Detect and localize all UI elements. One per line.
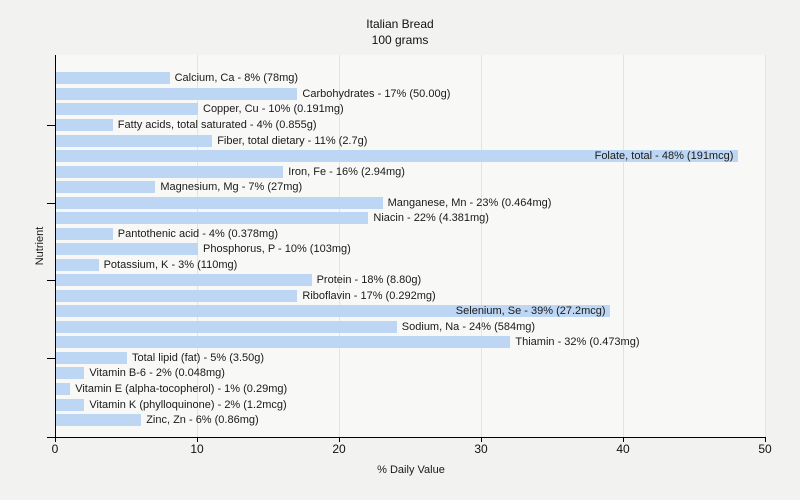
- y-tick: [47, 125, 55, 126]
- bar-label: Pantothenic acid - 4% (0.378mg): [117, 227, 278, 240]
- bar-row: Riboflavin - 17% (0.292mg): [56, 289, 766, 302]
- x-tick-50: [765, 438, 766, 442]
- bar-label: Phosphorus, P - 10% (103mg): [203, 243, 351, 256]
- bar-label: Copper, Cu - 10% (0.191mg): [203, 103, 344, 116]
- x-tick-10: [197, 438, 198, 442]
- nutrient-bar: [56, 258, 99, 271]
- bar-label: Folate, total - 48% (191mcg): [594, 150, 734, 163]
- y-tick: [47, 358, 55, 359]
- bar-row: Manganese, Mn - 23% (0.464mg): [56, 196, 766, 209]
- gridline-x-30: [481, 55, 482, 437]
- x-tick-label-50: 50: [758, 442, 772, 456]
- nutrient-bar: [56, 289, 298, 302]
- bar-label: Thiamin - 32% (0.473mg): [515, 336, 640, 349]
- bar-label: Carbohydrates - 17% (50.00g): [302, 87, 451, 100]
- nutrient-bar: [56, 165, 284, 178]
- nutrient-bar: [56, 398, 85, 411]
- bar-row: Vitamin K (phylloquinone) - 2% (1.2mcg): [56, 398, 766, 411]
- bar-row: Pantothenic acid - 4% (0.378mg): [56, 227, 766, 240]
- bar-label: Vitamin E (alpha-tocopherol) - 1% (0.29m…: [75, 383, 288, 395]
- x-tick-30: [481, 438, 482, 442]
- nutrient-bar: [56, 305, 610, 318]
- bar-row: Zinc, Zn - 6% (0.86mg): [56, 414, 766, 427]
- bar-row: Fiber, total dietary - 11% (2.7g): [56, 134, 766, 147]
- bar-row: Fatty acids, total saturated - 4% (0.855…: [56, 118, 766, 131]
- bar-label: Magnesium, Mg - 7% (27mg): [160, 181, 303, 194]
- nutrient-bar: [56, 212, 369, 225]
- plot-area: Calcium, Ca - 8% (78mg) Carbohydrates - 1…: [56, 55, 766, 437]
- chart-title: Italian Bread 100 grams: [0, 16, 800, 48]
- bar-label: Manganese, Mn - 23% (0.464mg): [387, 196, 552, 209]
- bar-row: Magnesium, Mg - 7% (27mg): [56, 181, 766, 194]
- nutrient-bar: [56, 134, 213, 147]
- bar-row: Protein - 18% (8.80g): [56, 274, 766, 287]
- bar-row: Folate, total - 48% (191mcg): [56, 150, 766, 163]
- x-tick-20: [339, 438, 340, 442]
- bar-label: Sodium, Na - 24% (584mg): [401, 320, 536, 333]
- nutrient-bar: [56, 150, 738, 163]
- bar-label: Fiber, total dietary - 11% (2.7g): [217, 134, 368, 147]
- nutrient-bar: [56, 118, 113, 131]
- bar-row: Potassium, K - 3% (110mg): [56, 258, 766, 271]
- bar-row: Selenium, Se - 39% (27.2mcg): [56, 305, 766, 318]
- nutrient-bar: [56, 414, 142, 427]
- nutrient-bar: [56, 87, 298, 100]
- nutrient-bar: [56, 274, 312, 287]
- gridline-x-40: [623, 55, 624, 437]
- bar-label: Calcium, Ca - 8% (78mg): [174, 72, 299, 85]
- bar-row: Phosphorus, P - 10% (103mg): [56, 243, 766, 256]
- bar-label: Protein - 18% (8.80g): [316, 274, 422, 287]
- bar-row: Niacin - 22% (4.381mg): [56, 212, 766, 225]
- bar-label: Niacin - 22% (4.381mg): [373, 212, 489, 225]
- nutrient-bar: [56, 243, 198, 256]
- bar-row: Thiamin - 32% (0.473mg): [56, 336, 766, 349]
- bar-row: Carbohydrates - 17% (50.00g): [56, 87, 766, 100]
- bar-label: Vitamin B-6 - 2% (0.048mg): [89, 367, 225, 380]
- nutrient-bar: [56, 196, 383, 209]
- gridline-x-20: [339, 55, 340, 437]
- bar-row: Copper, Cu - 10% (0.191mg): [56, 103, 766, 116]
- x-axis-line: [47, 437, 766, 438]
- chart-title-line2: 100 grams: [371, 33, 429, 47]
- x-tick-label-20: 20: [332, 442, 346, 456]
- nutrient-bar: [56, 383, 71, 395]
- gridline-x-50: [765, 55, 766, 437]
- y-axis-line: [55, 55, 56, 438]
- nutrient-bar: [56, 351, 127, 364]
- x-tick-0: [55, 438, 56, 442]
- x-axis-title: % Daily Value: [377, 464, 445, 476]
- y-axis-title: Nutrient: [34, 226, 46, 266]
- nutrient-bar: [56, 367, 85, 380]
- nutrient-bar: [56, 336, 511, 349]
- x-tick-40: [623, 438, 624, 442]
- nutrient-bar: [56, 103, 198, 116]
- bar-row: Total lipid (fat) - 5% (3.50g): [56, 351, 766, 364]
- nutrient-bar: [56, 72, 170, 85]
- bar-row: Vitamin E (alpha-tocopherol) - 1% (0.29m…: [56, 383, 766, 395]
- bar-row: Iron, Fe - 16% (2.94mg): [56, 165, 766, 178]
- bar-label: Iron, Fe - 16% (2.94mg): [288, 165, 405, 178]
- bar-row: Calcium, Ca - 8% (78mg): [56, 72, 766, 85]
- nutrient-bar: [56, 181, 156, 194]
- x-tick-label-40: 40: [616, 442, 630, 456]
- x-tick-label-10: 10: [190, 442, 204, 456]
- chart-title-line1: Italian Bread: [366, 17, 434, 31]
- bar-label: Zinc, Zn - 6% (0.86mg): [146, 414, 259, 427]
- bar-row: Sodium, Na - 24% (584mg): [56, 320, 766, 333]
- bar-label: Potassium, K - 3% (110mg): [103, 258, 238, 271]
- bar-label: Total lipid (fat) - 5% (3.50g): [132, 351, 265, 364]
- nutrient-bar: [56, 227, 113, 240]
- y-tick: [47, 280, 55, 281]
- nutrient-bar: [56, 320, 397, 333]
- bar-label: Vitamin K (phylloquinone) - 2% (1.2mcg): [89, 398, 287, 411]
- bar-row: Vitamin B-6 - 2% (0.048mg): [56, 367, 766, 380]
- y-tick: [47, 203, 55, 204]
- x-tick-label-0: 0: [51, 442, 59, 456]
- bar-label: Riboflavin - 17% (0.292mg): [302, 289, 436, 302]
- bar-label: Selenium, Se - 39% (27.2mcg): [455, 305, 606, 318]
- bar-label: Fatty acids, total saturated - 4% (0.855…: [117, 118, 317, 131]
- x-tick-label-30: 30: [474, 442, 488, 456]
